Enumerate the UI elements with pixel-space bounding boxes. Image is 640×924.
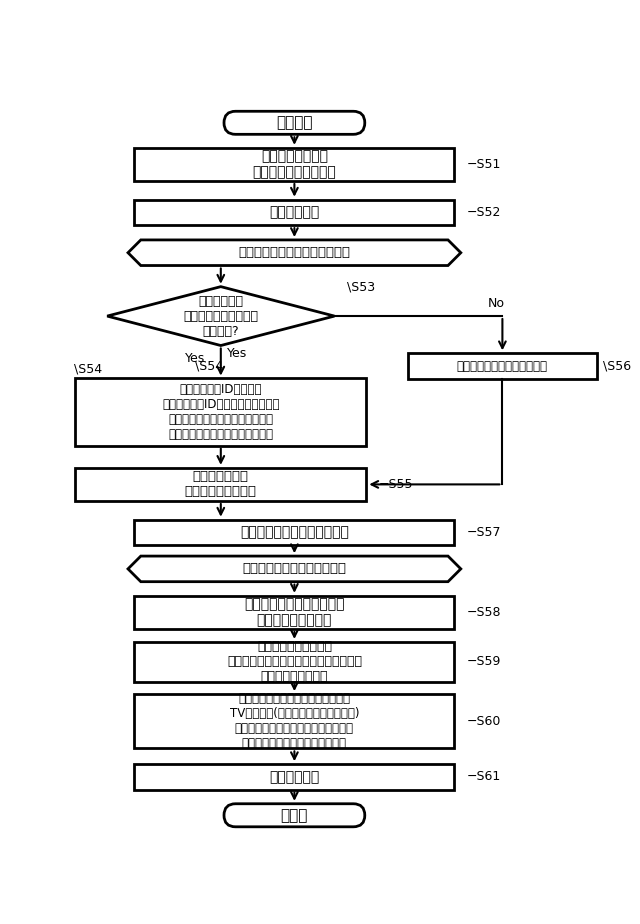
FancyBboxPatch shape: [75, 468, 366, 501]
Text: −S52: −S52: [467, 206, 502, 219]
FancyBboxPatch shape: [75, 379, 366, 445]
Text: −S57: −S57: [467, 526, 502, 539]
Text: 会議毎の用紙削減枚数を合計: 会議毎の用紙削減枚数を合計: [240, 526, 349, 540]
Text: −S59: −S59: [467, 655, 502, 668]
FancyBboxPatch shape: [134, 642, 454, 682]
FancyBboxPatch shape: [408, 353, 597, 379]
Text: \S54: \S54: [195, 359, 223, 372]
Text: 使用状況データと
会議履歴データを取得: 使用状況データと 会議履歴データを取得: [253, 150, 336, 179]
Polygon shape: [128, 556, 461, 582]
Text: \S56: \S56: [604, 359, 631, 372]
Text: 全行についての繰り返し終了: 全行についての繰り返し終了: [243, 563, 346, 576]
Text: 会議情報と複合機の用紙出力枚数、
TV会議端末(もしくはメディアボード)
による用紙削減枚数と、先に計算した
用紙削減効果からレポートを生成: 会議情報と複合機の用紙出力枚数、 TV会議端末(もしくはメディアボード) による…: [230, 692, 359, 750]
Text: \S53: \S53: [347, 280, 375, 293]
Text: 期間内の全行について繰り返し: 期間内の全行について繰り返し: [239, 246, 351, 260]
Text: −S61: −S61: [467, 771, 502, 784]
FancyBboxPatch shape: [224, 804, 365, 827]
Polygon shape: [107, 286, 334, 346]
Text: 行内の相手先IDを元に、
該当する端末IDの会議履歴データを
取得し、同一会議の行を抽出し、
相手先拠点での参加人数を求める: 行内の相手先IDを元に、 該当する端末IDの会議履歴データを 取得し、同一会議の…: [162, 383, 280, 441]
FancyBboxPatch shape: [134, 764, 454, 790]
Text: 期間内に含まれる会議での
用紙削減枚数を合計: 期間内に含まれる会議での 用紙削減枚数を合計: [244, 597, 345, 627]
Text: −S58: −S58: [467, 606, 502, 619]
Text: No: No: [488, 297, 504, 310]
Text: −S55: −S55: [380, 478, 413, 491]
FancyBboxPatch shape: [134, 200, 454, 225]
Text: 会議毎の用紙削減枚数を算出: 会議毎の用紙削減枚数を算出: [457, 359, 548, 372]
Text: 算出する際に
相手先拠点での利用も
含めるか?: 算出する際に 相手先拠点での利用も 含めるか?: [183, 295, 259, 337]
Text: −S60: −S60: [467, 714, 502, 728]
FancyBboxPatch shape: [134, 148, 454, 181]
Text: \S54: \S54: [74, 362, 102, 375]
Text: −S51: −S51: [467, 158, 502, 171]
FancyBboxPatch shape: [134, 596, 454, 629]
Text: 会議情報入力: 会議情報入力: [269, 205, 319, 219]
Text: レポート出力: レポート出力: [269, 770, 319, 784]
Polygon shape: [128, 240, 461, 265]
Text: 相手先拠点での
用紙削減枚数を算出: 相手先拠点での 用紙削減枚数を算出: [185, 470, 257, 498]
Text: スタート: スタート: [276, 116, 313, 130]
FancyBboxPatch shape: [134, 519, 454, 545]
FancyBboxPatch shape: [224, 111, 365, 134]
Text: Yes: Yes: [227, 346, 248, 359]
Text: Yes: Yes: [185, 352, 205, 365]
FancyBboxPatch shape: [134, 694, 454, 748]
Text: 同一期間での複合機の
用紙出力枚数と、上記計算結果の値から
用紙削減効果を算出: 同一期間での複合機の 用紙出力枚数と、上記計算結果の値から 用紙削減効果を算出: [227, 640, 362, 683]
Text: エンド: エンド: [281, 808, 308, 822]
